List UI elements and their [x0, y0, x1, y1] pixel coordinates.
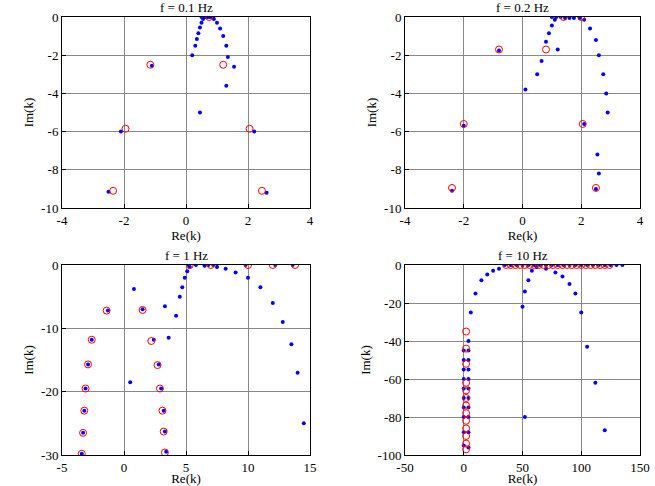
svg-text:100: 100: [572, 460, 592, 475]
svg-text:f = 0.2 Hz: f = 0.2 Hz: [496, 0, 549, 15]
svg-text:-4: -4: [391, 86, 402, 101]
svg-text:-50: -50: [396, 460, 413, 475]
svg-text:15: 15: [304, 460, 317, 475]
svg-text:-5: -5: [57, 460, 68, 475]
svg-text:0: 0: [519, 213, 526, 228]
svg-text:-8: -8: [391, 162, 402, 177]
svg-text:Re(k): Re(k): [508, 471, 538, 486]
svg-text:Im(k): Im(k): [21, 345, 36, 375]
svg-text:-20: -20: [384, 296, 401, 311]
svg-text:-10: -10: [41, 201, 58, 216]
svg-text:-80: -80: [384, 410, 401, 425]
svg-text:-2: -2: [458, 213, 469, 228]
svg-text:2: 2: [245, 213, 252, 228]
svg-text:-60: -60: [384, 372, 401, 387]
svg-text:-100: -100: [378, 448, 402, 463]
svg-text:-6: -6: [391, 124, 402, 139]
svg-text:0: 0: [52, 10, 59, 25]
svg-text:150: 150: [630, 460, 650, 475]
svg-text:Re(k): Re(k): [508, 228, 538, 243]
svg-text:10: 10: [242, 460, 255, 475]
svg-text:-4: -4: [57, 213, 68, 228]
svg-text:f = 0.1 Hz: f = 0.1 Hz: [160, 0, 213, 15]
svg-text:-4: -4: [48, 86, 59, 101]
svg-text:5: 5: [183, 460, 190, 475]
svg-text:-40: -40: [384, 334, 401, 349]
svg-text:2: 2: [578, 213, 585, 228]
svg-text:4: 4: [637, 213, 644, 228]
svg-text:-6: -6: [48, 124, 59, 139]
svg-text:-4: -4: [400, 213, 411, 228]
svg-text:Im(k): Im(k): [358, 345, 373, 375]
svg-text:-8: -8: [48, 162, 59, 177]
svg-text:-10: -10: [384, 201, 401, 216]
svg-text:0: 0: [395, 10, 402, 25]
svg-text:-2: -2: [119, 213, 130, 228]
svg-text:-2: -2: [48, 48, 59, 63]
svg-text:-10: -10: [41, 321, 58, 336]
svg-text:Im(k): Im(k): [364, 98, 379, 128]
svg-text:Im(k): Im(k): [21, 98, 36, 128]
svg-text:-20: -20: [41, 384, 58, 399]
svg-text:-2: -2: [391, 48, 402, 63]
svg-text:f = 1 Hz: f = 1 Hz: [165, 248, 208, 263]
svg-text:4: 4: [307, 213, 314, 228]
svg-text:0: 0: [183, 213, 190, 228]
svg-text:0: 0: [461, 460, 468, 475]
svg-text:50: 50: [516, 460, 529, 475]
svg-text:f = 10 Hz: f = 10 Hz: [498, 248, 548, 263]
svg-text:0: 0: [121, 460, 128, 475]
svg-text:-30: -30: [41, 448, 58, 463]
svg-text:Re(k): Re(k): [171, 228, 201, 243]
svg-text:0: 0: [395, 258, 402, 273]
svg-text:Re(k): Re(k): [171, 471, 201, 486]
svg-text:0: 0: [52, 258, 59, 273]
